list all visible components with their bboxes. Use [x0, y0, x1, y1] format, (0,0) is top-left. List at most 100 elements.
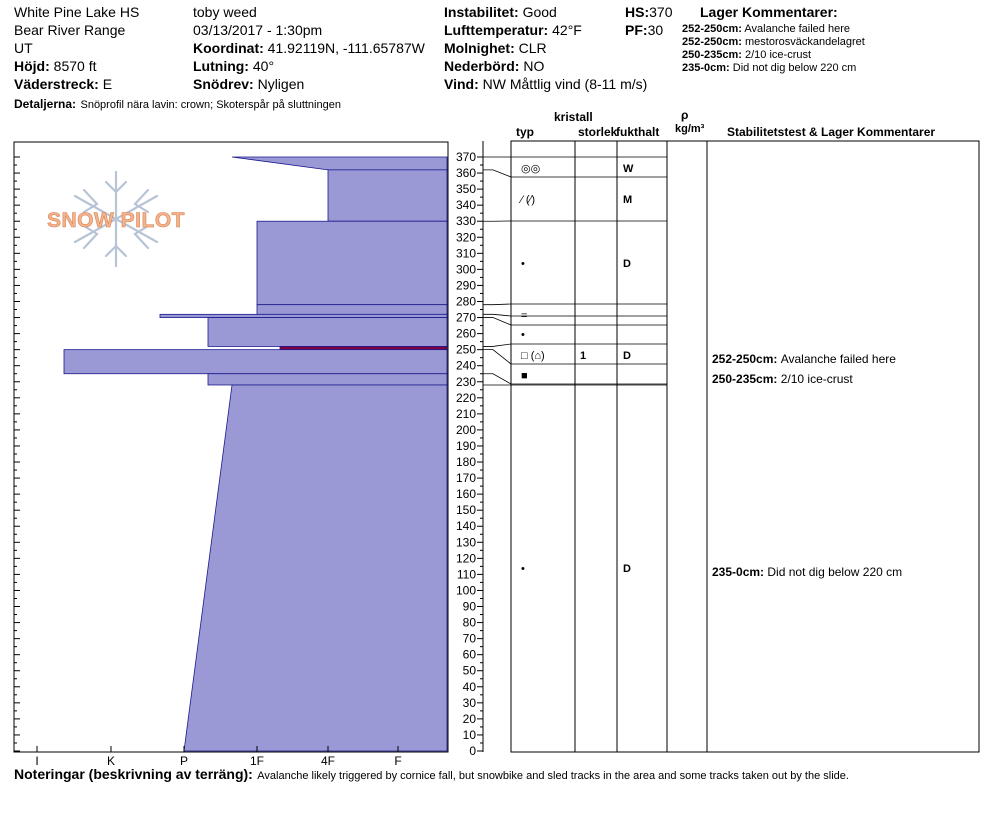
depth-tick-label: 120	[456, 551, 476, 565]
snow-height: HS:370	[625, 5, 672, 19]
stability-comment: 235-0cm: Did not dig below 220 cm	[712, 565, 902, 579]
grain-size-value: 1	[580, 350, 586, 362]
layer-comment-range: 252-250cm:	[682, 36, 742, 48]
layer-comments-title: Lager Kommentarer:	[700, 4, 838, 20]
grain-type-symbol: ■	[521, 370, 528, 382]
depth-tick-label: 150	[456, 503, 476, 517]
hardness-layer	[256, 304, 448, 315]
elevation: Höjd: 8570 ft	[14, 59, 96, 73]
air-temperature-value: 42°F	[552, 22, 582, 38]
depth-tick-label: 220	[456, 391, 476, 405]
stability-comments: 252-250cm: Avalanche failed here250-235c…	[712, 352, 902, 579]
layer-comment-text: Avalanche failed here	[744, 23, 850, 35]
hardness-tick-label: K	[107, 754, 115, 768]
depth-tick-label: 330	[456, 214, 476, 228]
hardness-axis: I K P 1F 4F F	[35, 746, 402, 768]
depth-tick-label: 170	[456, 471, 476, 485]
observer: toby weed	[193, 4, 257, 20]
depth-tick-label: 250	[456, 343, 476, 357]
hardness-tick-label: 1F	[250, 754, 264, 768]
notes-label: Noteringar (beskrivning av terräng):	[14, 766, 253, 782]
crystal-header: kristall	[554, 110, 593, 124]
depth-tick-label: 0	[469, 744, 476, 758]
hardness-layer	[327, 169, 448, 222]
depth-tick-label: 340	[456, 198, 476, 212]
grain-type-symbol: ⁄ (⁄)	[518, 194, 535, 206]
depth-tick-label: 230	[456, 375, 476, 389]
stability-comment-text: Avalanche failed here	[781, 352, 897, 366]
layer-comment-text: Did not dig below 220 cm	[732, 62, 857, 74]
precipitation-label: Nederbörd:	[444, 58, 520, 74]
depth-tick-label: 100	[456, 583, 476, 597]
hardness-layers	[63, 156, 448, 752]
depth-tick-label: 310	[456, 246, 476, 260]
stability-header: Stabilitetstest & Lager Kommentarer	[727, 125, 936, 139]
depth-tick-label: 290	[456, 278, 476, 292]
depth-tick-label: 70	[463, 632, 477, 646]
depth-tick-label: 280	[456, 294, 476, 308]
details: Detaljerna: Snöprofil nära lavin: crown;…	[14, 96, 341, 112]
depth-tick-label: 270	[456, 311, 476, 325]
stability-comment-text: Did not dig below 220 cm	[767, 565, 902, 579]
stability-comment-range: 252-250cm:	[712, 352, 781, 366]
wind: Vind: NW Måttlig vind (8-11 m/s)	[444, 77, 647, 91]
elevation-value: 8570 ft	[53, 58, 97, 74]
depth-tick-label: 30	[463, 696, 477, 710]
hardness-tick-label: 4F	[321, 754, 335, 768]
depth-tick-label: 210	[456, 407, 476, 421]
site-name: White Pine Lake HS	[14, 4, 140, 20]
depth-axis: 0 10 20 30 40 50 60 70 80 90 100 110 120 130 140 150 160…	[14, 150, 483, 758]
stability-label: Instabilitet:	[444, 4, 519, 20]
layer-connector	[483, 373, 512, 385]
hardness-layer	[231, 156, 448, 171]
rho-header: ρ	[681, 108, 689, 122]
depth-tick-label: 350	[456, 182, 476, 196]
depth-tick-label: 180	[456, 455, 476, 469]
date-time: 03/13/2017 - 1:30pm	[193, 22, 323, 38]
moisture-header: fukthalt	[616, 125, 660, 139]
depth-tick-label: 140	[456, 519, 476, 533]
snowflake-icon	[73, 170, 159, 268]
grain-type-symbol: =	[521, 310, 527, 322]
hardness-layer	[207, 317, 448, 347]
hardness-tick-label: F	[394, 754, 401, 768]
drift-label: Snödrev:	[193, 76, 254, 92]
stability-value: Good	[522, 4, 557, 20]
layer-connector	[483, 313, 512, 317]
drift: Snödrev: Nyligen	[193, 77, 304, 91]
details-value: Snöprofil nära lavin: crown; Skoterspår …	[80, 99, 341, 111]
snow-height-value: 370	[649, 4, 673, 20]
depth-tick-label: 60	[463, 648, 477, 662]
hardness-tick-label: I	[35, 754, 38, 768]
depth-tick-label: 370	[456, 150, 476, 164]
stability-comment-range: 250-235cm:	[712, 372, 781, 386]
coordinates: Koordinat: 41.92119N, -111.65787W	[193, 41, 425, 55]
depth-tick-label: 260	[456, 327, 476, 341]
layer-connector	[483, 303, 512, 306]
aspect-value: E	[102, 76, 113, 92]
stability-comment-range: 235-0cm:	[712, 565, 767, 579]
size-header: storlek	[578, 125, 618, 139]
layer-connector	[483, 343, 512, 347]
depth-tick-label: 20	[463, 712, 477, 726]
density-header: kg/m³	[675, 123, 705, 135]
failure-layer	[279, 346, 448, 351]
slope-label: Lutning:	[193, 58, 249, 74]
coordinates-value: 41.92119N, -111.65787W	[267, 40, 425, 56]
depth-tick-label: 50	[463, 664, 477, 678]
snowpilot-logo: SNOW PILOT	[47, 170, 185, 268]
depth-tick-label: 320	[456, 230, 476, 244]
layer-comment-range: 252-250cm:	[682, 23, 742, 35]
hardness-layer	[159, 313, 448, 318]
details-label: Detaljerna:	[14, 97, 77, 111]
layer-comment-1: 252-250cm: Avalanche failed here	[682, 24, 850, 35]
depth-tick-label: 190	[456, 439, 476, 453]
layer-comment-range: 250-235cm:	[682, 49, 742, 61]
moisture-value: D	[623, 563, 631, 575]
layer-comment-2: 252-250cm: mestorosväckandelagret	[682, 37, 865, 48]
air-temperature-label: Lufttemperatur:	[444, 22, 549, 38]
grain-type-symbol: •	[521, 563, 525, 575]
sky-cover: Molnighet: CLR	[444, 41, 547, 55]
aspect: Väderstreck: E	[14, 77, 112, 91]
